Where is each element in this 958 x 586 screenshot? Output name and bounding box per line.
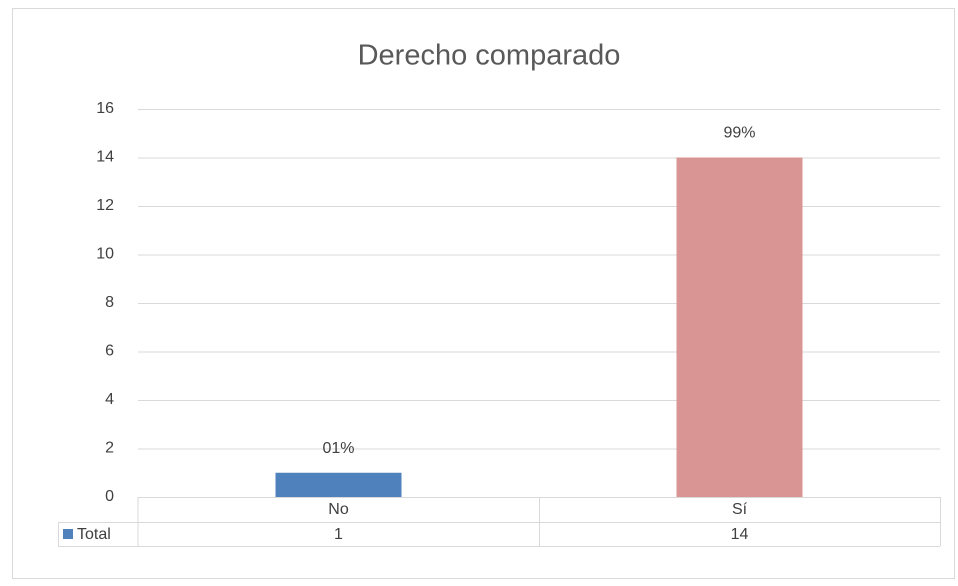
chart-title: Derecho comparado: [358, 40, 621, 72]
y-tick-label: 10: [96, 246, 114, 263]
y-tick-label: 14: [96, 149, 114, 166]
y-tick-label: 4: [105, 391, 114, 408]
y-tick-label: 6: [105, 343, 114, 360]
bar: [275, 472, 402, 497]
y-tick-label: 16: [96, 100, 114, 117]
legend-label: Total: [77, 526, 111, 543]
table-value: 1: [334, 526, 343, 543]
y-tick-label: 0: [105, 488, 114, 505]
y-tick-label: 12: [96, 197, 114, 214]
x-tick-label: No: [328, 501, 349, 518]
table-value: 14: [731, 526, 749, 543]
chart-border: [12, 8, 955, 579]
data-label: 01%: [322, 440, 354, 457]
data-label: 99%: [723, 125, 755, 142]
y-tick-label: 8: [105, 294, 114, 311]
x-tick-label: Sí: [732, 501, 748, 518]
legend-key: [63, 529, 73, 539]
bar: [676, 157, 803, 497]
y-tick-label: 2: [105, 440, 114, 457]
